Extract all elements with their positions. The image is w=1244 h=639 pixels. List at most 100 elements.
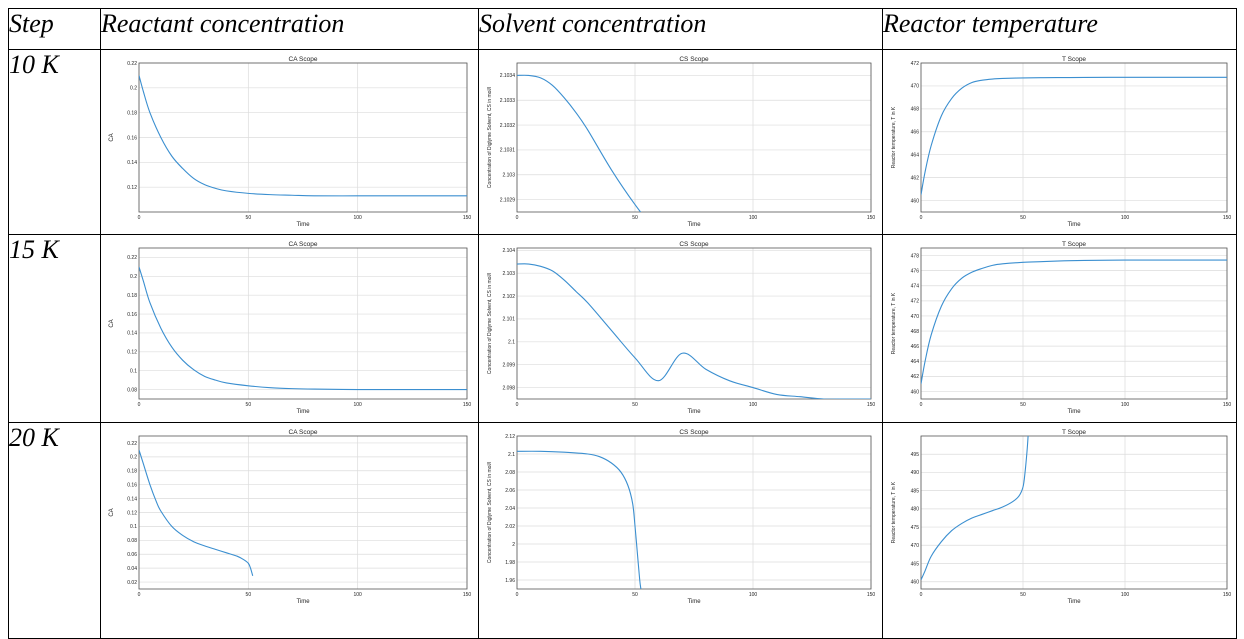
y-tick-label: 0.1 xyxy=(130,524,137,530)
plot-area xyxy=(921,63,1227,212)
y-tick-label: 2.099 xyxy=(502,362,515,368)
y-tick-label: 475 xyxy=(911,525,920,531)
plot-frame xyxy=(138,435,468,590)
x-tick-label: 150 xyxy=(463,402,471,408)
x-tick-label: 100 xyxy=(1121,592,1130,598)
y-tick-label: 470 xyxy=(911,543,920,549)
x-tick-label: 50 xyxy=(1020,402,1026,408)
y-tick-label: 0.2 xyxy=(130,274,137,280)
y-tick-label: 0.16 xyxy=(127,482,137,488)
header-reactor-temperature: Reactor temperature xyxy=(882,8,1237,50)
chart-cell: CA Scope 0 50 100 150 0.08 0.1 0.12 0.14 0.16 0.18… xyxy=(100,234,479,423)
chart-title: T Scope xyxy=(1062,241,1086,248)
x-tick-label: 100 xyxy=(1121,215,1130,221)
t-scope-chart: T Scope 0 50 100 150 460 462 464 466 468 470 472 Tim… xyxy=(891,56,1231,228)
y-tick-label: 465 xyxy=(911,561,920,567)
y-tick-label: 2.1034 xyxy=(500,73,516,79)
cs-scope-plot: CS Scope 0 50 100 150 1.96 1.98 2 2.02 2.04 2.06 2.… xyxy=(479,423,882,638)
x-tick-label: 150 xyxy=(463,592,471,598)
ca-scope-chart: CA Scope 0 50 100 150 0.02 0.04 0.06 0.08 0.1 0.12… xyxy=(109,429,471,605)
y-tick-label: 2.1 xyxy=(508,340,515,346)
ca-scope-plot: CA Scope 0 50 100 150 0.08 0.1 0.12 0.14 0.16 0.18… xyxy=(101,235,478,422)
y-tick-label: 2.104 xyxy=(502,248,515,254)
x-tick-label: 0 xyxy=(138,215,141,221)
header-step: Step xyxy=(8,8,101,50)
y-tick-label: 1.98 xyxy=(505,560,515,566)
x-tick-label: 0 xyxy=(516,215,519,221)
y-tick-label: 480 xyxy=(911,507,920,513)
chart-cell: CS Scope 0 50 100 150 2.1029 2.103 2.1031 2.1032… xyxy=(478,49,883,235)
chart-title: CS Scope xyxy=(679,429,709,436)
plot-frame xyxy=(920,247,1228,400)
x-tick-label: 0 xyxy=(138,402,141,408)
x-tick-label: 150 xyxy=(1223,402,1231,408)
x-tick-label: 150 xyxy=(867,402,875,408)
y-tick-label: 470 xyxy=(911,314,920,320)
plot-frame xyxy=(920,62,1228,213)
x-axis-label: Time xyxy=(687,222,701,228)
y-tick-label: 464 xyxy=(911,359,920,365)
x-tick-label: 50 xyxy=(632,592,638,598)
x-tick-label: 150 xyxy=(1223,215,1231,221)
y-tick-label: 0.18 xyxy=(127,293,137,299)
step-label: 20 K xyxy=(8,422,101,639)
ca-scope-chart: CA Scope 0 50 100 150 0.08 0.1 0.12 0.14 0.16 0.18… xyxy=(109,241,471,415)
y-axis-label: CA xyxy=(109,133,115,141)
y-tick-label: 0.02 xyxy=(127,580,137,586)
chart-title: CA Scope xyxy=(289,56,318,63)
plot-frame xyxy=(920,435,1228,590)
x-tick-label: 150 xyxy=(867,215,875,221)
y-tick-label: 478 xyxy=(911,253,920,259)
chart-title: T Scope xyxy=(1062,56,1086,63)
x-tick-label: 50 xyxy=(632,402,638,408)
y-tick-label: 0.08 xyxy=(127,387,137,393)
y-tick-label: 2.101 xyxy=(502,317,515,323)
y-tick-label: 0.04 xyxy=(127,566,137,572)
t-scope-chart: T Scope 0 50 100 150 460 462 464 466 468 470 472 474… xyxy=(891,241,1231,415)
plot-area xyxy=(139,248,467,399)
plot-area xyxy=(921,436,1227,589)
x-tick-label: 50 xyxy=(246,592,252,598)
plot-area xyxy=(517,436,871,589)
chart-cell: CA Scope 0 50 100 150 0.12 0.14 0.16 0.18 0.2 0.22… xyxy=(100,49,479,235)
series-line xyxy=(139,75,467,197)
y-tick-label: 2.103 xyxy=(502,271,515,277)
y-tick-label: 460 xyxy=(911,389,920,395)
y-axis-label: Reactor temperature, T in K xyxy=(891,106,897,168)
x-tick-label: 50 xyxy=(632,215,638,221)
series-line xyxy=(139,266,467,391)
y-tick-label: 468 xyxy=(911,329,920,335)
y-tick-label: 2.098 xyxy=(502,385,515,391)
y-tick-label: 2.08 xyxy=(505,470,515,476)
x-tick-label: 50 xyxy=(246,402,252,408)
y-tick-label: 0.22 xyxy=(127,61,137,67)
y-tick-label: 462 xyxy=(911,175,920,181)
y-tick-label: 2.1032 xyxy=(500,123,516,129)
y-tick-label: 0.16 xyxy=(127,312,137,318)
y-tick-label: 2.1 xyxy=(508,452,515,458)
x-tick-label: 100 xyxy=(749,402,758,408)
t-scope-plot: T Scope 0 50 100 150 460 465 470 475 480 485 490 495… xyxy=(883,423,1236,638)
y-axis-label: Concentration of Diglyme Solvent, CS in … xyxy=(487,462,493,563)
x-axis-label: Time xyxy=(296,599,310,605)
y-tick-label: 2.1031 xyxy=(500,148,516,154)
y-tick-label: 2.04 xyxy=(505,506,515,512)
cs-scope-chart: CS Scope 0 50 100 150 2.098 2.099 2.1 2.101 2.102… xyxy=(487,241,875,415)
cs-scope-chart: CS Scope 0 50 100 150 1.96 1.98 2 2.02 2.04 2.06 2.… xyxy=(487,429,875,605)
x-tick-label: 0 xyxy=(516,592,519,598)
y-tick-label: 472 xyxy=(911,61,920,67)
y-axis-label: Concentration of Diglyme Solvent, CS in … xyxy=(487,273,493,374)
x-axis-label: Time xyxy=(687,409,701,415)
x-tick-label: 50 xyxy=(246,215,252,221)
header-solvent-concentration: Solvent concentration xyxy=(478,8,883,50)
x-tick-label: 100 xyxy=(353,402,362,408)
series-line xyxy=(517,263,871,399)
y-tick-label: 2.102 xyxy=(502,294,515,300)
x-tick-label: 150 xyxy=(867,592,875,598)
chart-cell: CA Scope 0 50 100 150 0.02 0.04 0.06 0.08 0.1 0.12… xyxy=(100,422,479,639)
x-tick-label: 100 xyxy=(353,215,362,221)
x-axis-label: Time xyxy=(296,222,310,228)
y-tick-label: 2 xyxy=(512,542,515,548)
chart-title: CA Scope xyxy=(289,429,318,436)
y-axis-label: CA xyxy=(109,508,115,516)
